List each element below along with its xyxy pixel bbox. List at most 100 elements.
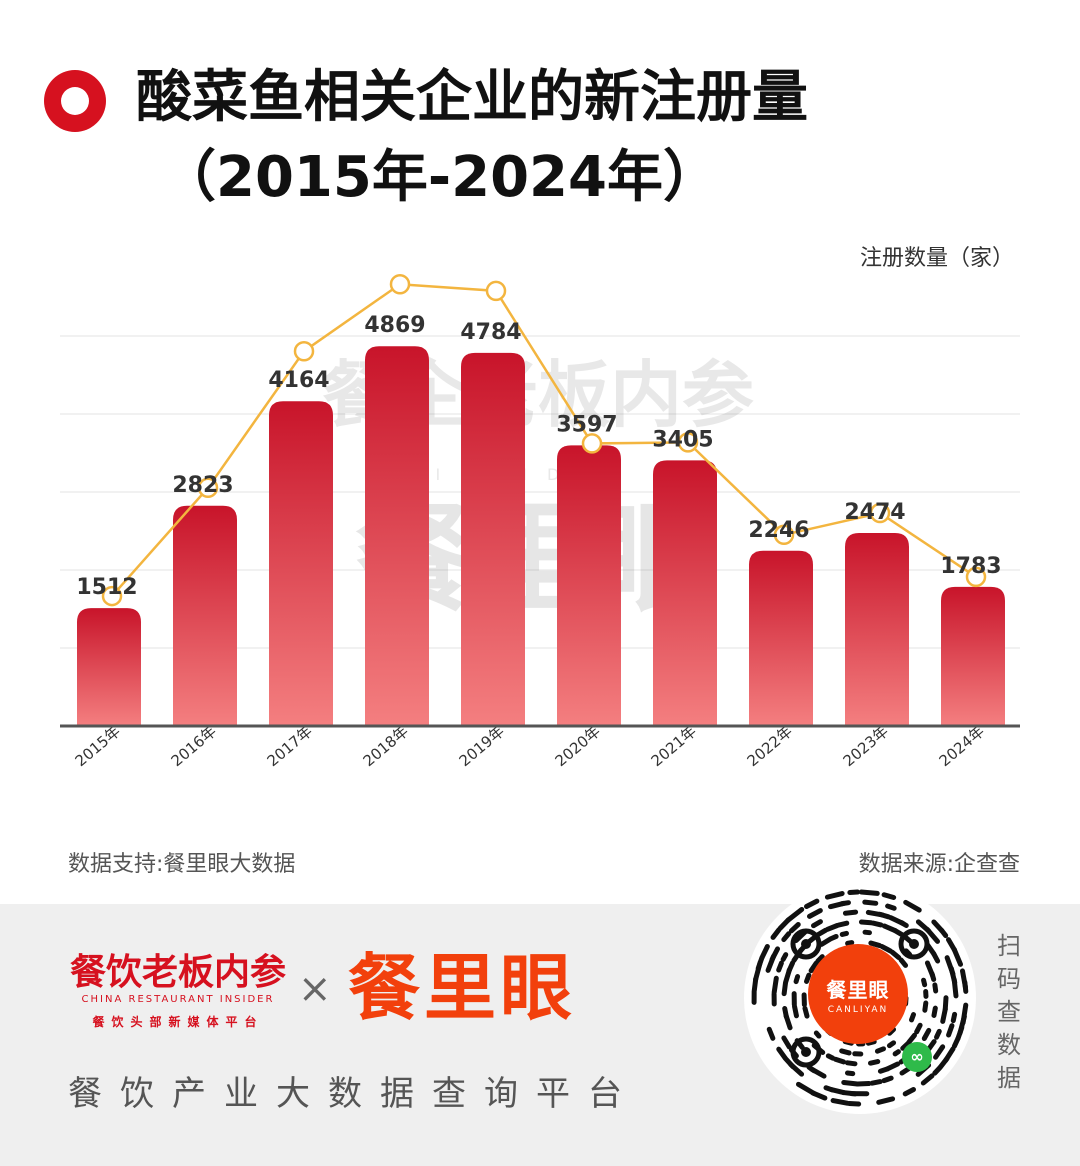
bar [365, 346, 429, 726]
qr-mark [841, 1079, 860, 1087]
data-label: 3597 [556, 412, 617, 437]
x-tick-label: 2023年 [840, 722, 892, 770]
qr-mark [839, 900, 851, 907]
qr-mark [950, 1011, 958, 1024]
qr-finder [898, 928, 930, 960]
qr-mark [929, 971, 937, 982]
qr-mark [786, 960, 796, 974]
qr-mark [845, 940, 855, 946]
qr-mark [858, 889, 880, 896]
qr-mark [814, 927, 829, 938]
qr-mark [877, 911, 891, 920]
data-label: 2823 [172, 473, 233, 498]
qr-mark [858, 919, 874, 926]
qr-mark [804, 972, 812, 984]
qr-finder-dot [909, 939, 919, 949]
bar [173, 505, 237, 726]
qr-mark [932, 982, 939, 994]
qr-mark [808, 960, 819, 974]
bars [77, 346, 1005, 726]
qr-finder-dot [801, 939, 811, 949]
qr-mark [819, 936, 834, 947]
qr-mark [881, 892, 897, 900]
qr-mark [828, 933, 839, 941]
qr-mark [759, 943, 770, 961]
qr-mark [869, 1079, 883, 1086]
qr-mark [898, 919, 909, 929]
qr-mark [839, 1048, 852, 1056]
bar [557, 445, 621, 726]
qr-mark [867, 1059, 881, 1066]
brand-logo-canliyan: 餐里眼 [348, 946, 577, 1030]
trend-point [485, 280, 507, 302]
qr-mark [844, 1060, 858, 1067]
cross-icon: × [298, 966, 332, 1012]
qr-mark [835, 920, 850, 928]
qr-mark [793, 974, 801, 985]
qr-mark [885, 903, 897, 911]
qr-mark [776, 1046, 788, 1061]
qr-mark [806, 908, 823, 919]
chart-title: 酸菜鱼相关企业的新注册量 [136, 65, 808, 130]
qr-mark [803, 898, 820, 909]
qr-mark [810, 919, 823, 929]
qr-center-logo: 餐里眼 CANLIYAN [808, 944, 908, 1044]
trend-point [389, 273, 411, 295]
qr-mark [842, 909, 859, 916]
qr-mark [879, 944, 893, 954]
brand-logo-insider-en: CHINA RESTAURANT INSIDER [81, 994, 275, 1005]
qr-mark [886, 1026, 897, 1036]
qr-mark [892, 1049, 901, 1057]
qr-finder [790, 1036, 822, 1068]
scan-prompt: 扫码查数据 [997, 932, 1021, 1092]
qr-mark [785, 906, 805, 923]
qr-mark [806, 1064, 817, 1074]
trend-point [869, 502, 891, 524]
data-label: 4164 [268, 368, 329, 393]
qr-brand: 餐里眼 [826, 978, 890, 1002]
qr-pattern-icon [751, 889, 969, 1107]
qr-mark [823, 1085, 835, 1093]
qr-mark [766, 1026, 776, 1041]
data-labels: 1512 2823 4164 4869 4784 3597 3405 2246 2474 1783 [76, 313, 1001, 600]
x-tick-label: 2022年 [744, 722, 796, 770]
trend-polyline [111, 282, 977, 597]
trend-point [197, 477, 219, 499]
qr-mark [771, 975, 779, 996]
bar [461, 352, 525, 726]
qr-mark [865, 1039, 877, 1046]
qr-mark [839, 930, 849, 937]
qr-mark [903, 899, 922, 913]
qr-mark [898, 957, 909, 968]
qr-mark [781, 931, 792, 943]
trend-point [965, 566, 987, 588]
data-support-note: 数据支持:餐里眼大数据 [68, 852, 296, 877]
brand-logo-insider: 餐饮老板内参 [69, 951, 286, 993]
trend-point [581, 433, 603, 454]
chart-subtitle: （2015年-2024年） [160, 145, 719, 210]
bar-chart: 餐企老板内参 INSIDER 餐里眼 2015年 2016年 2017年 2018年 2… [60, 273, 1020, 770]
trend-line [101, 273, 987, 607]
qr-mark [769, 946, 781, 963]
qr-mark [914, 1022, 923, 1035]
qr-code[interactable] [744, 882, 976, 1114]
qr-finder [790, 928, 822, 960]
title-bullet-icon [44, 70, 106, 132]
qr-mark [933, 1044, 946, 1060]
qr-mark [881, 1075, 894, 1084]
x-tick-label: 2018年 [360, 722, 412, 770]
qr-mark [951, 1035, 961, 1049]
qr-mark [946, 1023, 955, 1038]
qr-mark [934, 1028, 942, 1040]
qr-mark [931, 951, 941, 964]
qr-mark [877, 1066, 890, 1074]
qr-mark [922, 1000, 929, 1013]
bar [269, 401, 333, 726]
bar [653, 460, 717, 726]
qr-mark [939, 927, 949, 939]
qr-mark [921, 1027, 932, 1041]
qr-mark [792, 1003, 799, 1019]
data-label: 3405 [652, 427, 713, 452]
data-label: 1512 [76, 575, 137, 600]
qr-mark [886, 1040, 897, 1049]
